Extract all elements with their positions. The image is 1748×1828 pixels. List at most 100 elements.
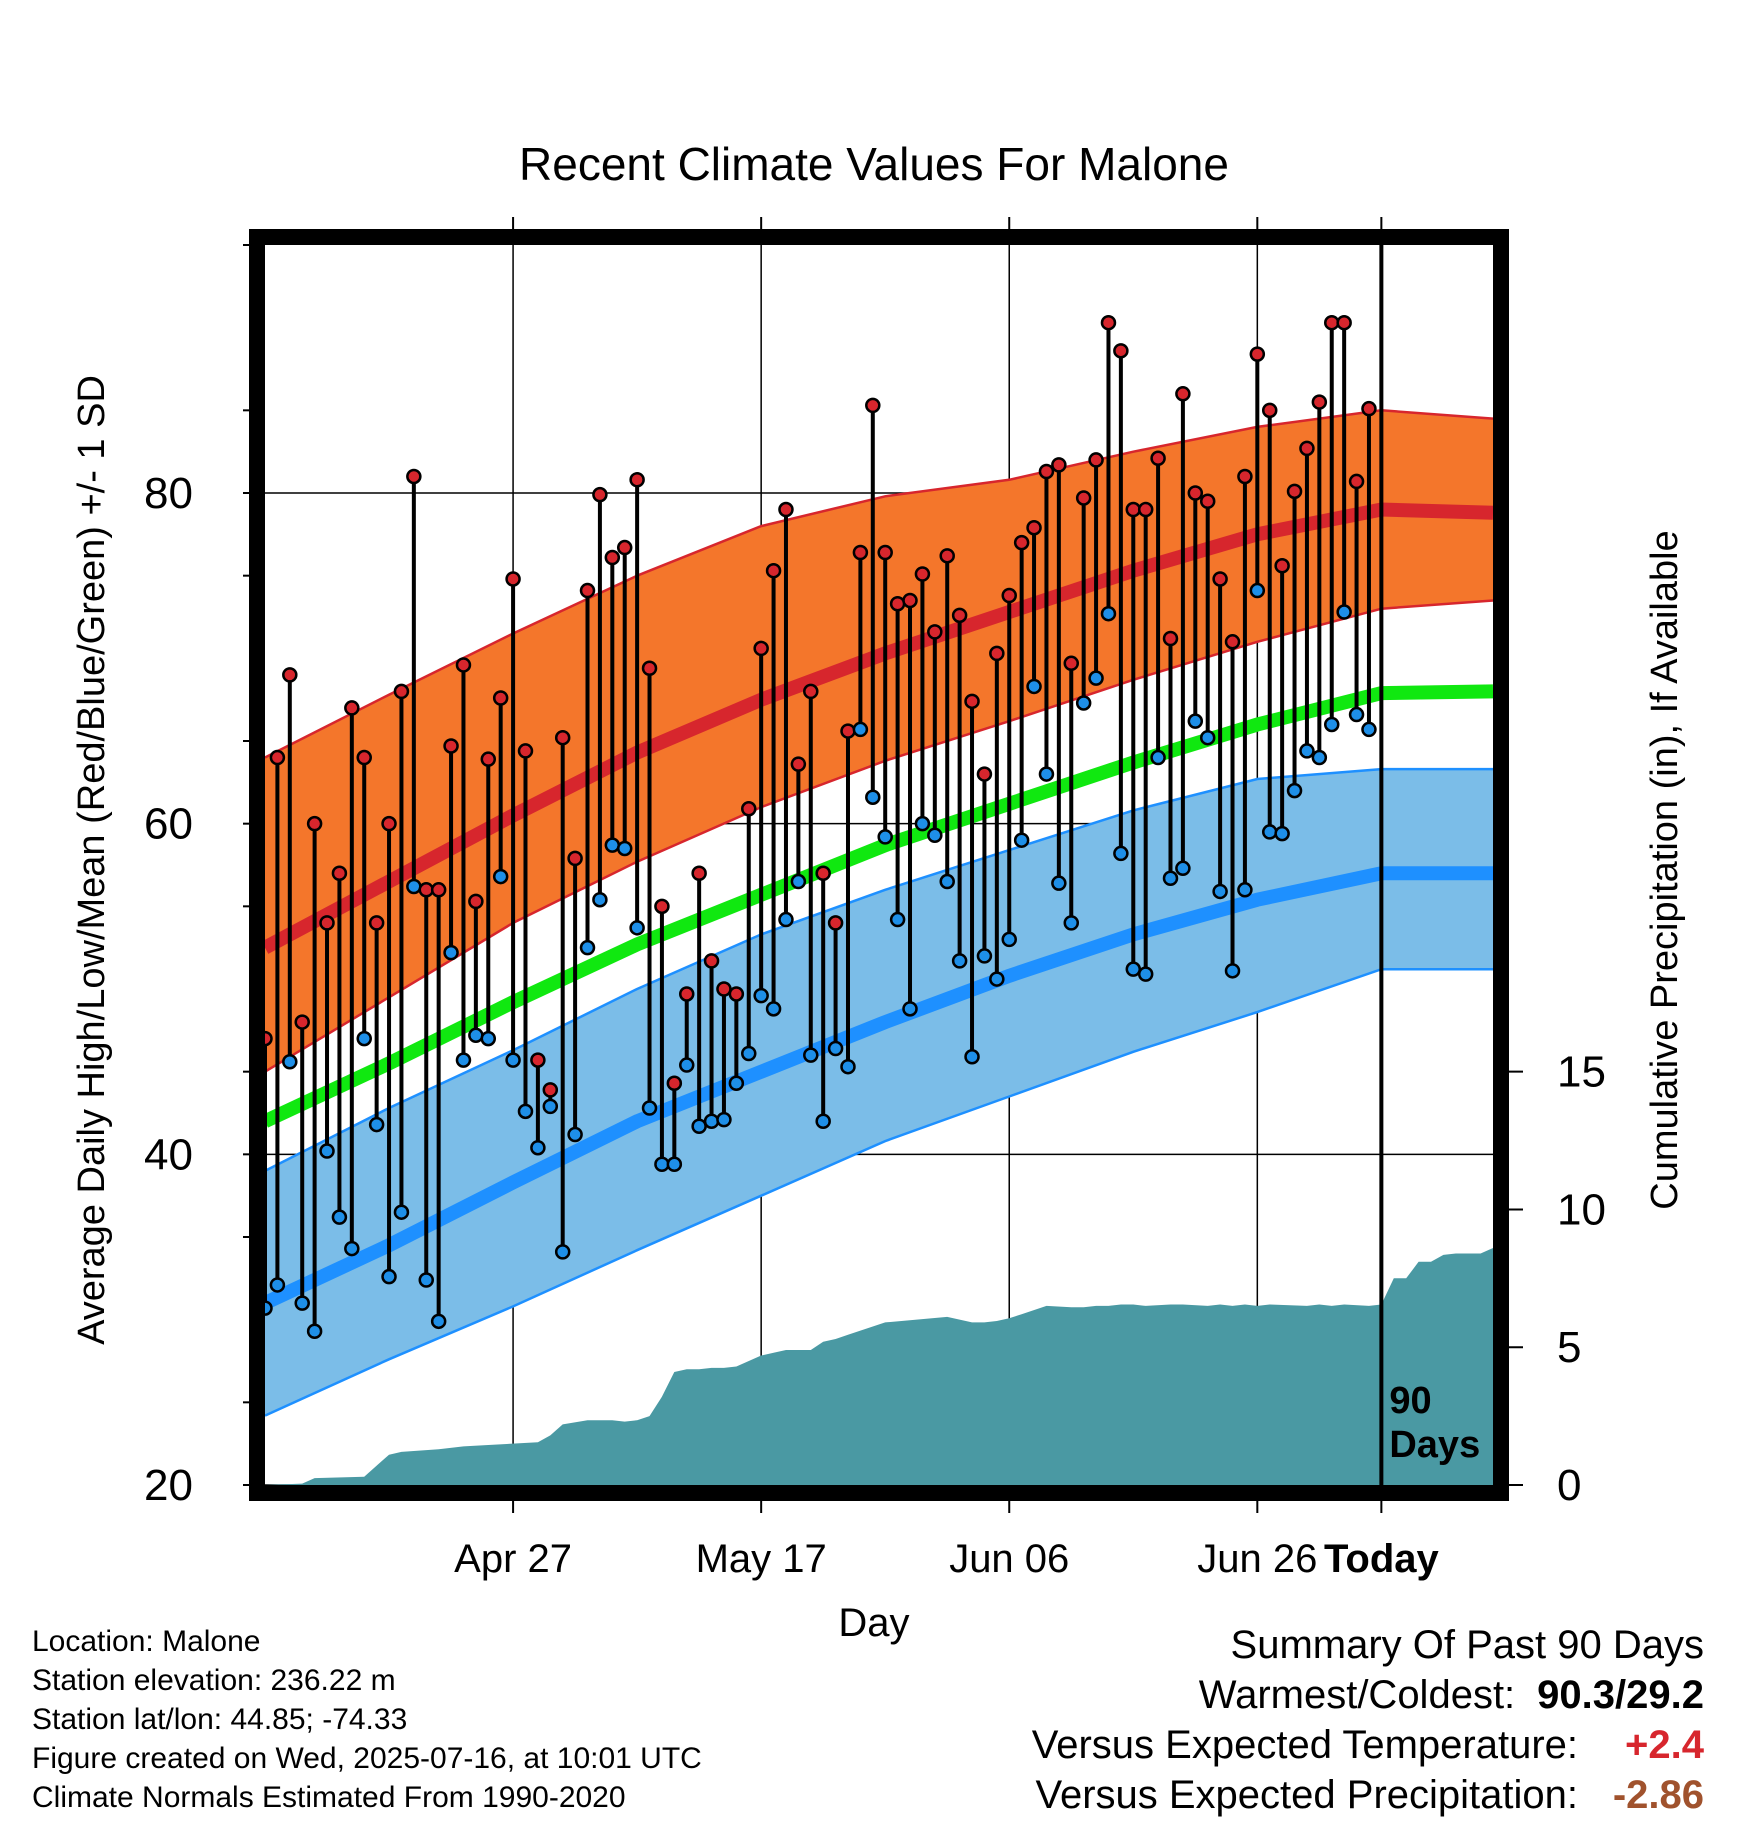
daily-low-point [741, 1045, 757, 1062]
daily-high-point [914, 566, 931, 582]
daily-low-point [1274, 825, 1290, 842]
daily-high-point [654, 898, 670, 915]
x-tick-label: Jun 06 [949, 1537, 1069, 1581]
daily-low-point [517, 1103, 534, 1120]
figure-created: Figure created on Wed, 2025-07-16, at 10… [32, 1742, 702, 1775]
daily-high-point [1150, 450, 1166, 467]
daily-low-point [1038, 766, 1055, 782]
summary-title: Summary Of Past 90 Days [1230, 1623, 1704, 1667]
daily-high-point [716, 981, 732, 997]
daily-high-point [1088, 452, 1104, 468]
daily-low-point [616, 840, 633, 857]
daily-high-point [393, 683, 410, 700]
daily-low-point [1063, 915, 1080, 931]
daily-low-point [989, 971, 1005, 987]
daily-high-point [468, 893, 484, 910]
chart-title: Recent Climate Values For Malone [519, 138, 1229, 190]
daily-high-point [840, 723, 856, 739]
daily-low-point [1162, 870, 1179, 886]
station-latlon: Station lat/lon: 44.85; -74.33 [32, 1703, 408, 1736]
daily-low-point [344, 1240, 360, 1257]
low-normal-band [265, 769, 1493, 1416]
daily-low-point [1323, 716, 1340, 733]
x-tick-label: Today [1324, 1537, 1440, 1581]
daily-high-point [1199, 493, 1216, 510]
daily-high-point [927, 624, 943, 640]
low-band-lower-edge [264, 967, 1493, 1417]
daily-low-point [976, 948, 993, 964]
daily-low-point [927, 827, 943, 843]
daily-low-point [778, 911, 794, 928]
daily-low-point [492, 868, 509, 885]
y2-axis-label: Cumulative Precipitation (in), If Availa… [1644, 530, 1686, 1209]
daily-low-point [914, 815, 931, 832]
daily-high-point [1348, 473, 1365, 490]
daily-low-point [356, 1030, 372, 1047]
daily-low-point [1100, 605, 1117, 622]
daily-high-point [964, 693, 980, 710]
station-elevation: Station elevation: 236.22 m [32, 1664, 396, 1697]
daily-low-point [877, 829, 893, 845]
daily-high-point [790, 756, 807, 772]
daily-high-point [1249, 346, 1266, 362]
high-normal-band [265, 410, 1493, 1072]
daily-high-point [542, 1082, 559, 1098]
y2-tick-label: 10 [1557, 1185, 1606, 1234]
daily-low-point [406, 878, 422, 895]
daily-low-point [319, 1143, 335, 1159]
warm-cold-label: Warmest/Coldest: [1198, 1673, 1516, 1717]
daily-low-point [852, 721, 869, 738]
daily-low-point [294, 1295, 310, 1311]
daily-high-point [1311, 394, 1328, 410]
daily-low-point [827, 1040, 844, 1057]
daily-low-point [505, 1052, 521, 1068]
daily-high-point [865, 397, 881, 414]
daily-low-point [567, 1126, 583, 1143]
daily-low-point [1224, 963, 1241, 979]
daily-low-point [1212, 883, 1228, 900]
daily-high-point [852, 544, 869, 561]
y-axis-label: Average Daily High/Low/Mean (Red/Blue/Gr… [71, 375, 113, 1345]
daily-low-point [1286, 782, 1303, 799]
summary-precip: Versus Expected Precipitation: -2.86 [1032, 1770, 1704, 1820]
daily-high-point [430, 882, 447, 898]
daily-high-point [1361, 400, 1377, 417]
daily-high-point [951, 607, 968, 624]
daily-low-point [1051, 875, 1067, 891]
x-tick-label: Jun 26 [1197, 1537, 1317, 1581]
daily-high-point [319, 915, 335, 931]
daily-high-point [443, 738, 459, 754]
y2-tick-label: 15 [1557, 1048, 1606, 1097]
daily-high-point [1286, 483, 1303, 500]
daily-low-point [716, 1111, 732, 1128]
daily-low-point [269, 1277, 286, 1293]
daily-low-point [753, 987, 769, 1004]
daily-high-point [344, 700, 360, 716]
daily-high-point [306, 815, 323, 832]
daily-high-point [1051, 457, 1067, 473]
daily-high-point [989, 645, 1005, 662]
daily-high-point [1323, 314, 1340, 331]
daily-low-point [480, 1030, 497, 1047]
daily-low-point [368, 1116, 385, 1133]
daily-high-point [902, 592, 918, 609]
daily-high-point [406, 468, 422, 485]
daily-low-point [1199, 729, 1216, 746]
plot-area: 90 Days 20 40 60 80 0 5 10 15 Apr 27 May 17 Jun 06 Ju… [144, 217, 1606, 1581]
daily-high-point [1137, 501, 1154, 518]
daily-high-point [1001, 587, 1017, 604]
daily-low-point [1125, 961, 1142, 977]
daily-high-point [976, 766, 993, 782]
daily-high-point [778, 501, 794, 518]
daily-high-point [356, 749, 372, 766]
today-annotation-line: 90 [1389, 1380, 1431, 1422]
daily-low-point [604, 837, 621, 853]
daily-low-point [964, 1049, 980, 1065]
daily-low-point [865, 789, 881, 805]
precip-anomaly-value: -2.86 [1612, 1773, 1704, 1817]
daily-low-point [678, 1057, 695, 1073]
warm-cold-value: 90.3/29.2 [1537, 1673, 1704, 1717]
daily-low-point [629, 920, 645, 936]
daily-high-point [1075, 490, 1092, 506]
